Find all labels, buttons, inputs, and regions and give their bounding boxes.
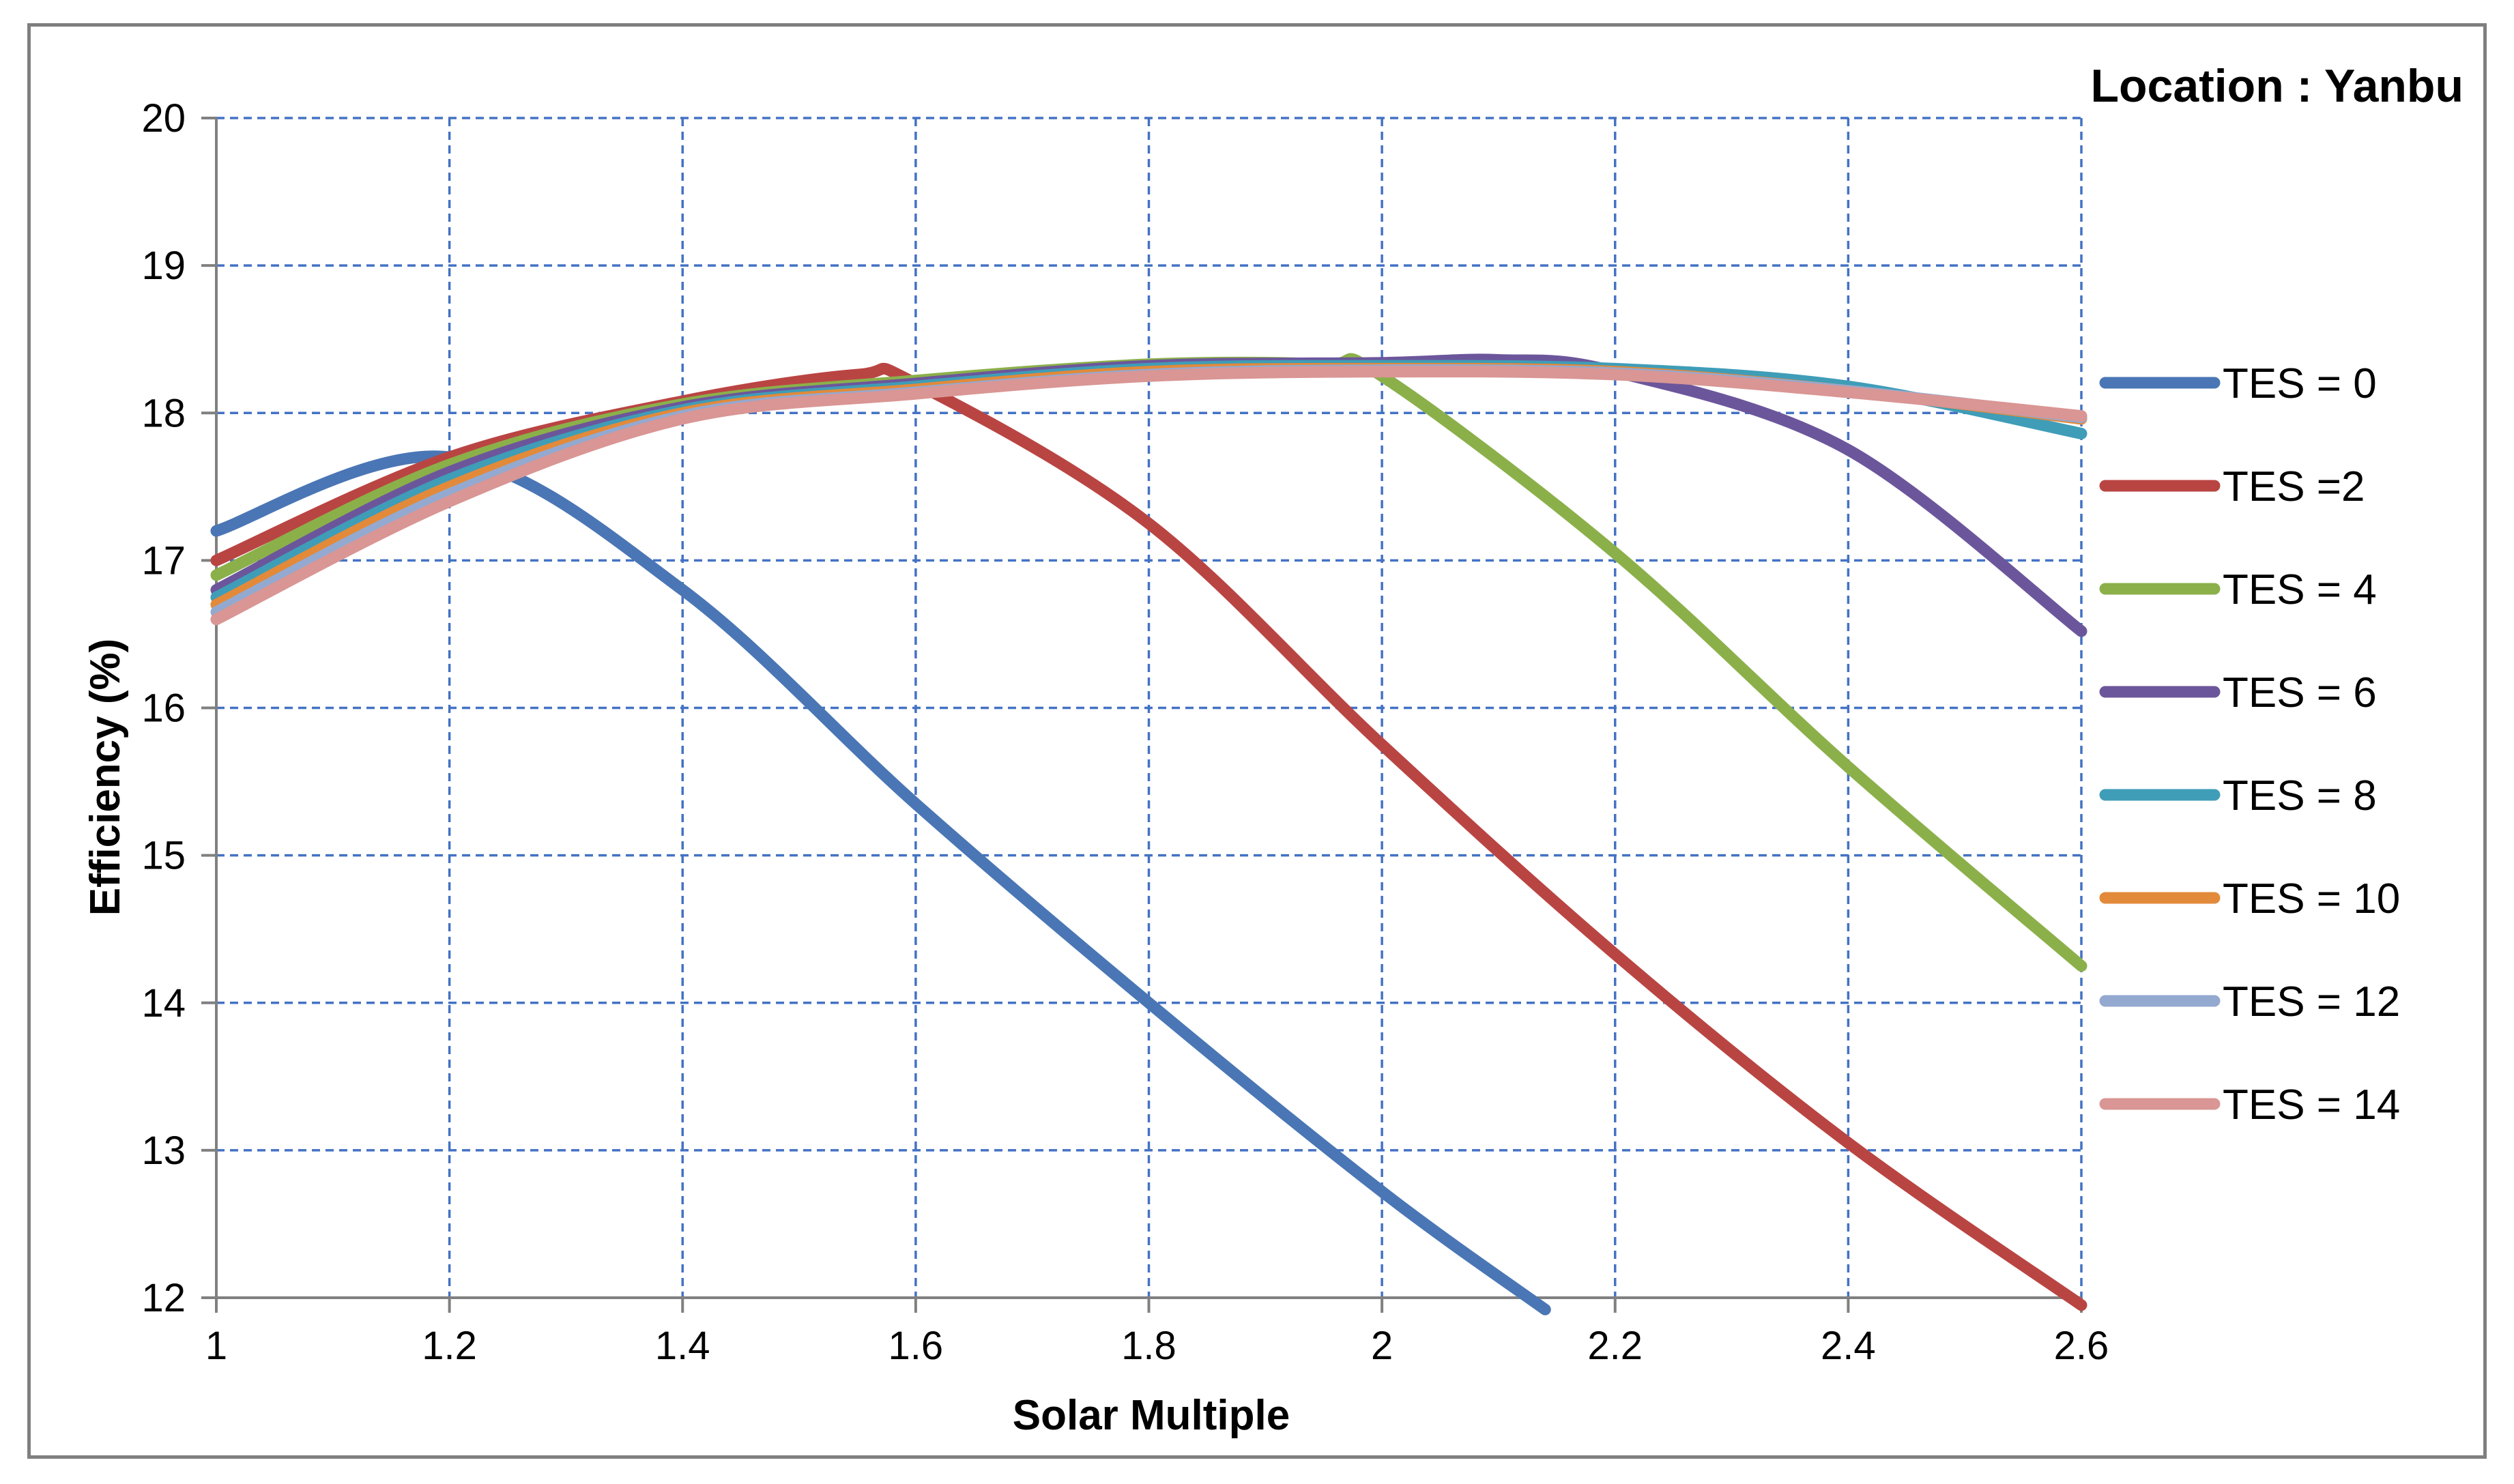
- series-lines: [210, 353, 2087, 1315]
- y-tick-label: 13: [141, 1129, 186, 1173]
- series-line-tes-3: [210, 353, 2087, 637]
- axes: 12 13 14 15 16 17 18 19 20 1 1.2 1.4 1.6 1.8 2 2.2 2.4 2.…: [141, 96, 2109, 1368]
- legend: TES = 0 TES =2 TES = 4 TES = 6 TES = 8 TES = …: [2099, 360, 2400, 1129]
- y-tick-label: 19: [141, 244, 186, 288]
- chart-frame: 12 13 14 15 16 17 18 19 20 1 1.2 1.4 1.6 1.8 2 2.2 2.4 2.…: [27, 23, 2487, 1459]
- legend-label: TES = 6: [2223, 669, 2377, 716]
- legend-label: TES = 0: [2223, 360, 2377, 407]
- legend-label: TES = 8: [2223, 772, 2377, 819]
- x-axis-title: Solar Multiple: [1013, 1392, 1290, 1439]
- gridlines: [216, 117, 2083, 1298]
- y-axis-title: Efficiency (%): [82, 639, 129, 916]
- legend-label: TES = 14: [2223, 1081, 2400, 1129]
- y-tick-label: 14: [141, 981, 186, 1025]
- y-tick-label: 16: [141, 686, 186, 731]
- line-chart: 12 13 14 15 16 17 18 19 20 1 1.2 1.4 1.6 1.8 2 2.2 2.4 2.…: [82, 60, 2464, 1439]
- x-tick-label: 2.4: [1821, 1324, 1876, 1368]
- series-line-tes-7: [210, 366, 2087, 626]
- x-tick-label: 1.4: [655, 1324, 710, 1368]
- legend-label: TES = 10: [2223, 875, 2400, 922]
- x-tick-label: 2: [1371, 1324, 1393, 1368]
- series-line-tes-1: [210, 362, 2087, 1311]
- x-tick-label: 1.6: [888, 1324, 944, 1368]
- y-tick-label: 15: [141, 834, 186, 878]
- y-tick-label: 17: [141, 538, 186, 583]
- series-line-tes-0: [210, 450, 1551, 1315]
- legend-label: TES = 12: [2223, 978, 2400, 1025]
- x-tick-label: 1: [205, 1324, 227, 1368]
- chart-title: Location : Yanbu: [2090, 60, 2464, 112]
- y-tick-label: 20: [141, 96, 186, 141]
- x-tick-label: 2.6: [2054, 1324, 2109, 1368]
- y-tick-label: 12: [141, 1276, 186, 1320]
- x-tick-label: 1.8: [1121, 1324, 1176, 1368]
- legend-label: TES =2: [2223, 463, 2365, 510]
- legend-label: TES = 4: [2223, 566, 2377, 613]
- x-tick-label: 2.2: [1587, 1324, 1643, 1368]
- y-tick-label: 18: [141, 391, 186, 435]
- x-tick-label: 1.2: [422, 1324, 477, 1368]
